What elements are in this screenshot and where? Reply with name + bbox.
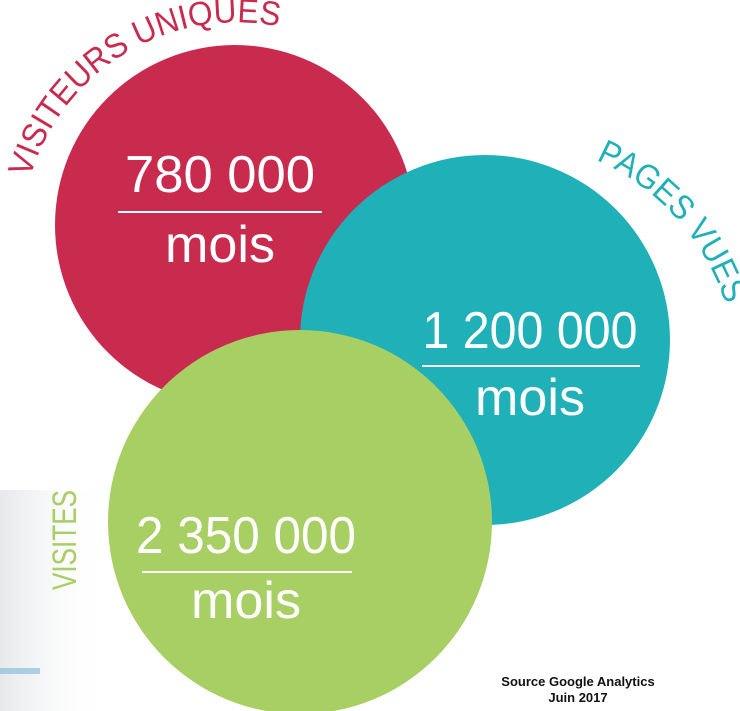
value: 2 350 000 <box>136 507 356 565</box>
unit: mois <box>475 369 585 427</box>
source: Source Google Analytics <box>501 674 654 689</box>
source-date: Juin 2017 <box>548 690 607 705</box>
infographic: VISITEURS UNIQUES PAGES VUES VISITES 780… <box>0 0 740 711</box>
unit: mois <box>191 572 301 630</box>
unit: mois <box>165 216 275 274</box>
value: 1 200 000 <box>423 302 638 360</box>
background-fragment-bar <box>0 668 40 674</box>
circle-label: VISITES <box>46 490 84 590</box>
value: 780 000 <box>125 146 315 204</box>
